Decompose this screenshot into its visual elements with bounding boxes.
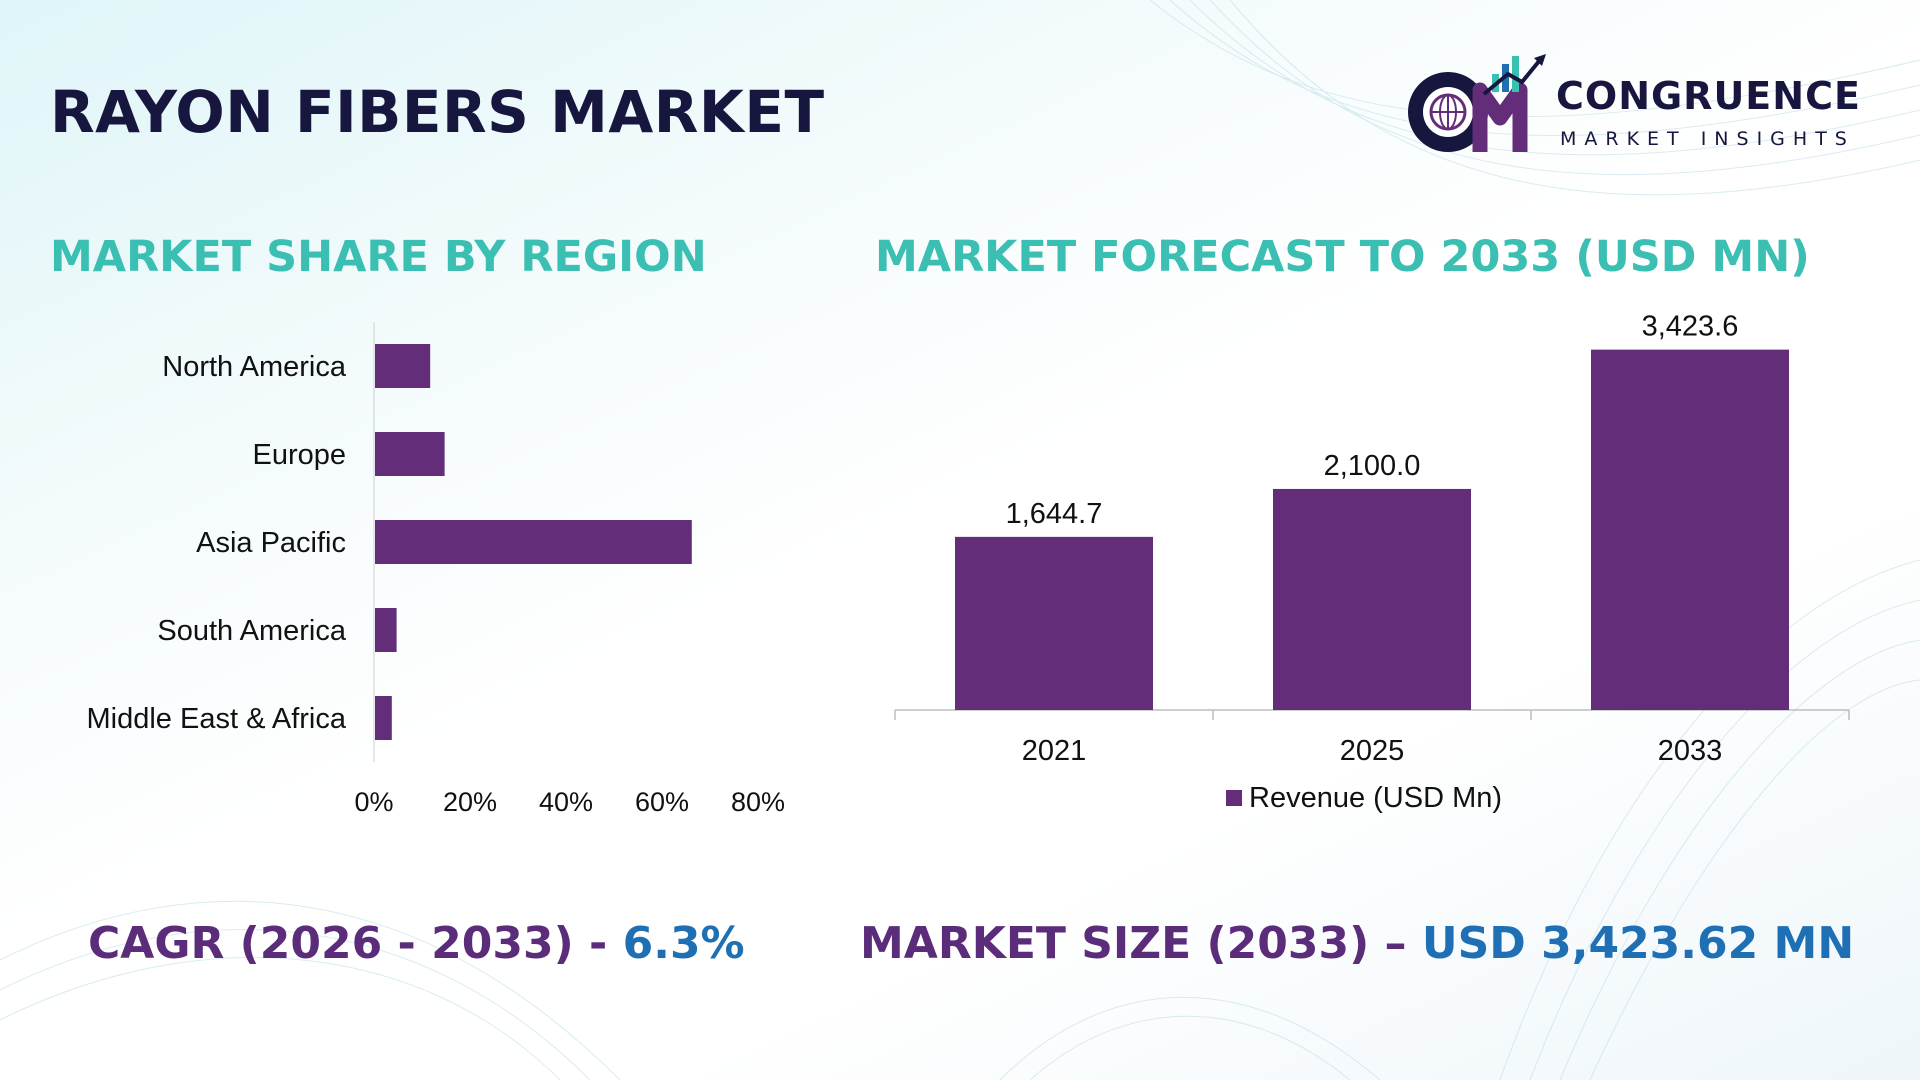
region-category-label: Middle East & Africa (87, 703, 347, 735)
page-title: RAYON FIBERS MARKET (50, 78, 825, 146)
region-chart-title: MARKET SHARE BY REGION (50, 232, 707, 282)
region-bar (375, 432, 445, 476)
market-size-kpi: MARKET SIZE (2033) – USD 3,423.62 MN (860, 918, 1854, 969)
logo-name: CONGRUENCE (1556, 74, 1861, 118)
cagr-kpi: CAGR (2026 - 2033) - 6.3% (88, 918, 745, 969)
forecast-data-label: 1,644.7 (1006, 498, 1103, 530)
forecast-data-label: 3,423.6 (1642, 311, 1739, 343)
region-share-chart: North America Europe Asia Pacific South Ame… (87, 322, 785, 817)
forecast-bar (955, 536, 1153, 710)
region-category-label: Europe (252, 439, 346, 471)
forecast-data-label: 2,100.0 (1324, 450, 1421, 482)
logo-tagline: MARKET INSIGHTS (1560, 128, 1855, 150)
region-x-tick-label: 0% (354, 787, 393, 817)
market-size-value: USD 3,423.62 MN (1421, 918, 1855, 969)
forecast-x-tick-label: 2033 (1658, 735, 1723, 767)
forecast-legend-label: Revenue (USD Mn) (1249, 782, 1502, 814)
region-category-label: North America (162, 351, 347, 383)
region-bar (375, 344, 431, 388)
company-logo: CONGRUENCE MARKET INSIGHTS (1400, 52, 1870, 162)
forecast-bar (1273, 488, 1471, 710)
region-x-tick-label: 40% (539, 787, 593, 817)
market-size-label: MARKET SIZE (2033) – (860, 918, 1422, 969)
cagr-value: 6.3% (622, 918, 745, 969)
market-forecast-chart: 1,644.7 2021 2,100.0 2025 3,423.6 2033 Revenue… (894, 311, 1850, 814)
region-category-label: Asia Pacific (196, 527, 346, 559)
region-x-tick-label: 80% (731, 787, 785, 817)
region-bar (375, 696, 392, 740)
forecast-x-tick-label: 2021 (1022, 735, 1087, 767)
region-bar (375, 520, 692, 564)
forecast-x-tick-label: 2025 (1340, 735, 1405, 767)
region-x-tick-label: 20% (443, 787, 497, 817)
region-x-tick-label: 60% (635, 787, 689, 817)
cagr-label: CAGR (2026 - 2033) - (88, 918, 623, 969)
forecast-legend-swatch (1226, 790, 1242, 806)
forecast-chart-title: MARKET FORECAST TO 2033 (USD MN) (875, 232, 1810, 282)
forecast-bar (1591, 349, 1789, 710)
logo-mark-icon (1408, 54, 1546, 152)
region-bar (375, 608, 397, 652)
region-category-label: South America (157, 615, 346, 647)
